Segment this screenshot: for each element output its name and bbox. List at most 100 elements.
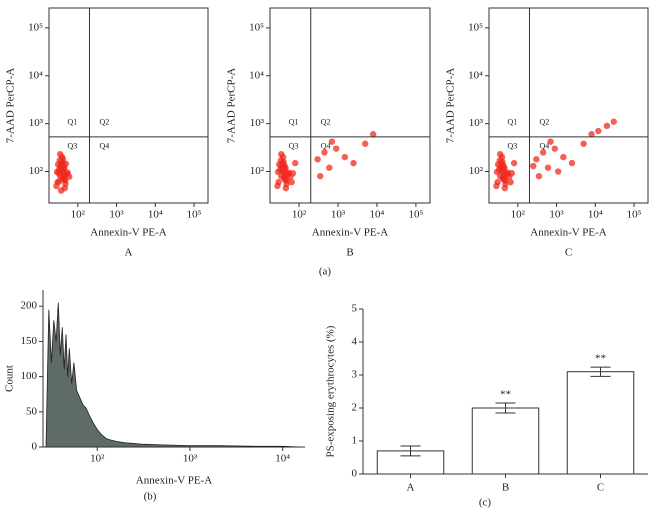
y-axis-label: 7-AAD PerCP-A	[5, 68, 17, 144]
point	[282, 176, 289, 183]
x-tick-label: 10³	[549, 209, 564, 221]
point	[560, 153, 567, 161]
caption: (c)	[479, 497, 492, 509]
quadrant-label: Q4	[99, 142, 109, 151]
point	[281, 162, 288, 169]
point	[341, 153, 349, 161]
point	[493, 168, 501, 176]
point	[493, 182, 500, 190]
plot-frame	[488, 7, 649, 204]
point	[289, 170, 297, 177]
point	[547, 138, 554, 145]
x-tick-label: A	[407, 482, 415, 494]
point	[551, 145, 558, 152]
point	[610, 118, 617, 125]
quadrant-label: Q1	[67, 118, 77, 127]
point	[568, 159, 576, 167]
point	[314, 156, 321, 163]
x-tick-label: 10²	[292, 209, 307, 221]
bar	[566, 371, 635, 475]
x-tick-label: 10⁵	[627, 209, 642, 221]
y-tick-label: 10⁵	[249, 21, 264, 33]
quadrant-label: Q2	[321, 118, 331, 127]
panel-label: A	[125, 247, 133, 259]
error-bar	[590, 366, 611, 377]
quadrant-label: Q1	[289, 118, 299, 127]
point	[317, 172, 324, 180]
point	[274, 168, 282, 176]
quadrant-label: Q4	[321, 142, 331, 151]
x-tick-label: 10²	[511, 209, 526, 221]
point	[595, 127, 602, 135]
y-tick-label: 10³	[469, 117, 484, 129]
error-bar	[495, 402, 516, 414]
quadrant-label: Q2	[539, 118, 549, 127]
y-tick-label: 5	[352, 303, 358, 315]
x-tick-label: 10³	[183, 453, 198, 465]
x-tick-label: 10²	[71, 209, 86, 221]
y-tick-label: 1	[352, 435, 358, 447]
point	[61, 176, 68, 183]
caption: (b)	[144, 491, 157, 503]
y-tick-label: 10²	[250, 165, 265, 177]
point	[603, 122, 611, 130]
caption: (a)	[319, 266, 332, 278]
significance-label: **	[595, 353, 606, 365]
point	[539, 149, 547, 156]
point	[501, 184, 508, 192]
point	[369, 131, 377, 138]
x-axis-label: Annexin-V PE-A	[90, 227, 167, 239]
y-tick-label: 0	[32, 441, 38, 453]
quadrant-label: Q3	[289, 142, 299, 151]
point	[66, 173, 73, 180]
y-tick-label: 50	[26, 405, 38, 417]
error-bar	[400, 445, 421, 457]
y-tick-label: 200	[21, 300, 38, 312]
x-tick-label: 10²	[90, 453, 105, 465]
y-axis-label: 7-AAD PerCP-A	[445, 68, 457, 144]
point	[496, 150, 504, 158]
panel-label: C	[565, 247, 572, 259]
x-tick-label: 10⁴	[588, 209, 603, 221]
plot-frame	[269, 7, 431, 204]
y-tick-label: 10³	[250, 117, 265, 129]
panel-label: B	[346, 247, 353, 259]
y-tick-label: 10²	[29, 165, 44, 177]
y-tick-label: 4	[352, 336, 358, 348]
y-tick-label: 150	[21, 335, 38, 347]
point	[282, 184, 290, 192]
point	[321, 149, 328, 156]
point	[350, 159, 357, 167]
x-tick-label: 10⁴	[370, 209, 385, 221]
point	[278, 150, 285, 158]
y-tick-label: 10⁵	[468, 21, 483, 33]
y-axis-label: 7-AAD PerCP-A	[226, 68, 238, 144]
point	[508, 170, 516, 177]
y-axis-label: Count	[4, 365, 16, 392]
y-axis-label: PS-exposing erythrocytes (%)	[325, 325, 337, 457]
x-tick-label: C	[597, 482, 604, 494]
point	[588, 131, 595, 138]
point	[59, 155, 67, 162]
quadrant-label: Q3	[507, 142, 517, 151]
point	[510, 159, 518, 167]
bar	[471, 407, 540, 475]
x-axis-label: Annexin-V PE-A	[136, 475, 213, 487]
point	[57, 187, 65, 194]
y-tick-label: 10⁴	[28, 69, 43, 81]
x-tick-label: 10³	[331, 209, 346, 221]
y-tick-label: 10⁴	[249, 69, 264, 81]
point	[530, 162, 537, 170]
significance-label: **	[500, 389, 511, 401]
point	[62, 160, 70, 167]
x-tick-label: 10⁵	[408, 209, 423, 221]
x-tick-label: B	[502, 482, 509, 494]
y-tick-label: 3	[352, 369, 358, 381]
point	[554, 168, 562, 175]
point	[328, 138, 336, 145]
point	[362, 140, 369, 147]
point	[55, 178, 63, 185]
point	[332, 145, 340, 152]
point	[58, 167, 66, 175]
